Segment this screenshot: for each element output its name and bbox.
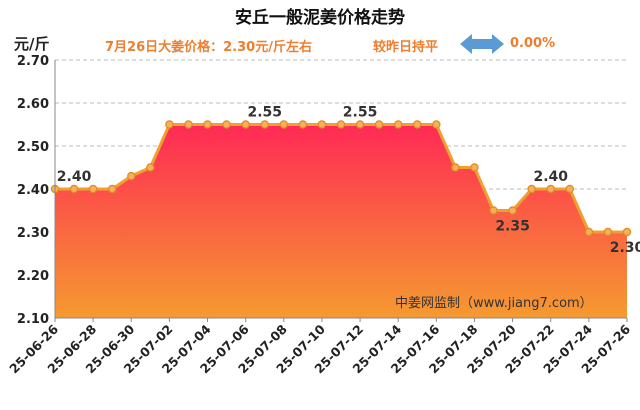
y-tick-label: 2.10 [17,312,49,327]
data-point [413,120,422,129]
data-point [317,120,327,129]
data-point [508,206,517,215]
subtitle-price: 7月26日大姜价格：2.30元/斤左右 [105,40,312,55]
data-point [88,184,98,194]
y-tick-label: 2.40 [17,183,49,198]
y-tick-label: 2.60 [17,97,49,112]
data-point [355,120,365,129]
data-label: 2.55 [247,105,282,121]
chart-subtitle: 7月26日大姜价格：2.30元/斤左右 较昨日持平 0.00% [0,34,640,58]
data-point [203,120,212,129]
chart-title: 安丘一般泥姜价格走势 [235,8,405,28]
data-point [127,171,136,181]
data-point [374,120,384,129]
data-point [451,163,460,172]
data-point [165,120,174,129]
y-unit-label: 元/斤 [14,35,50,53]
data-point [603,227,613,237]
data-point [432,120,441,129]
data-point [470,163,479,172]
data-point [394,120,403,129]
data-point [565,184,575,194]
subtitle-compare: 较昨日持平 [373,40,439,55]
data-point [184,120,193,129]
data-point [527,184,536,194]
data-point [489,206,498,215]
y-tick-label: 2.70 [17,54,49,69]
data-point [546,184,555,194]
y-tick-label: 2.50 [17,140,49,155]
y-tick-label: 2.30 [17,226,49,241]
data-point [279,120,288,129]
data-point [107,184,117,194]
data-label: 2.30 [610,240,640,256]
watermark-text: 中姜网监制（www.jiang7.com） [395,296,593,311]
data-point [146,163,155,172]
data-point [622,227,632,237]
subtitle-change: 0.00% [510,36,556,51]
data-point [222,120,231,129]
price-area-fill [55,124,627,318]
data-point [241,120,250,129]
data-point [336,120,346,129]
data-point [260,120,269,129]
data-label: 2.40 [533,169,568,185]
data-label: 2.40 [57,169,92,185]
data-point [584,227,594,237]
y-tick-label: 2.20 [17,269,49,284]
data-point [69,184,79,194]
data-label: 2.55 [343,105,378,121]
data-point [298,120,308,129]
double-arrow-icon [460,34,504,54]
data-label: 2.35 [495,219,530,235]
